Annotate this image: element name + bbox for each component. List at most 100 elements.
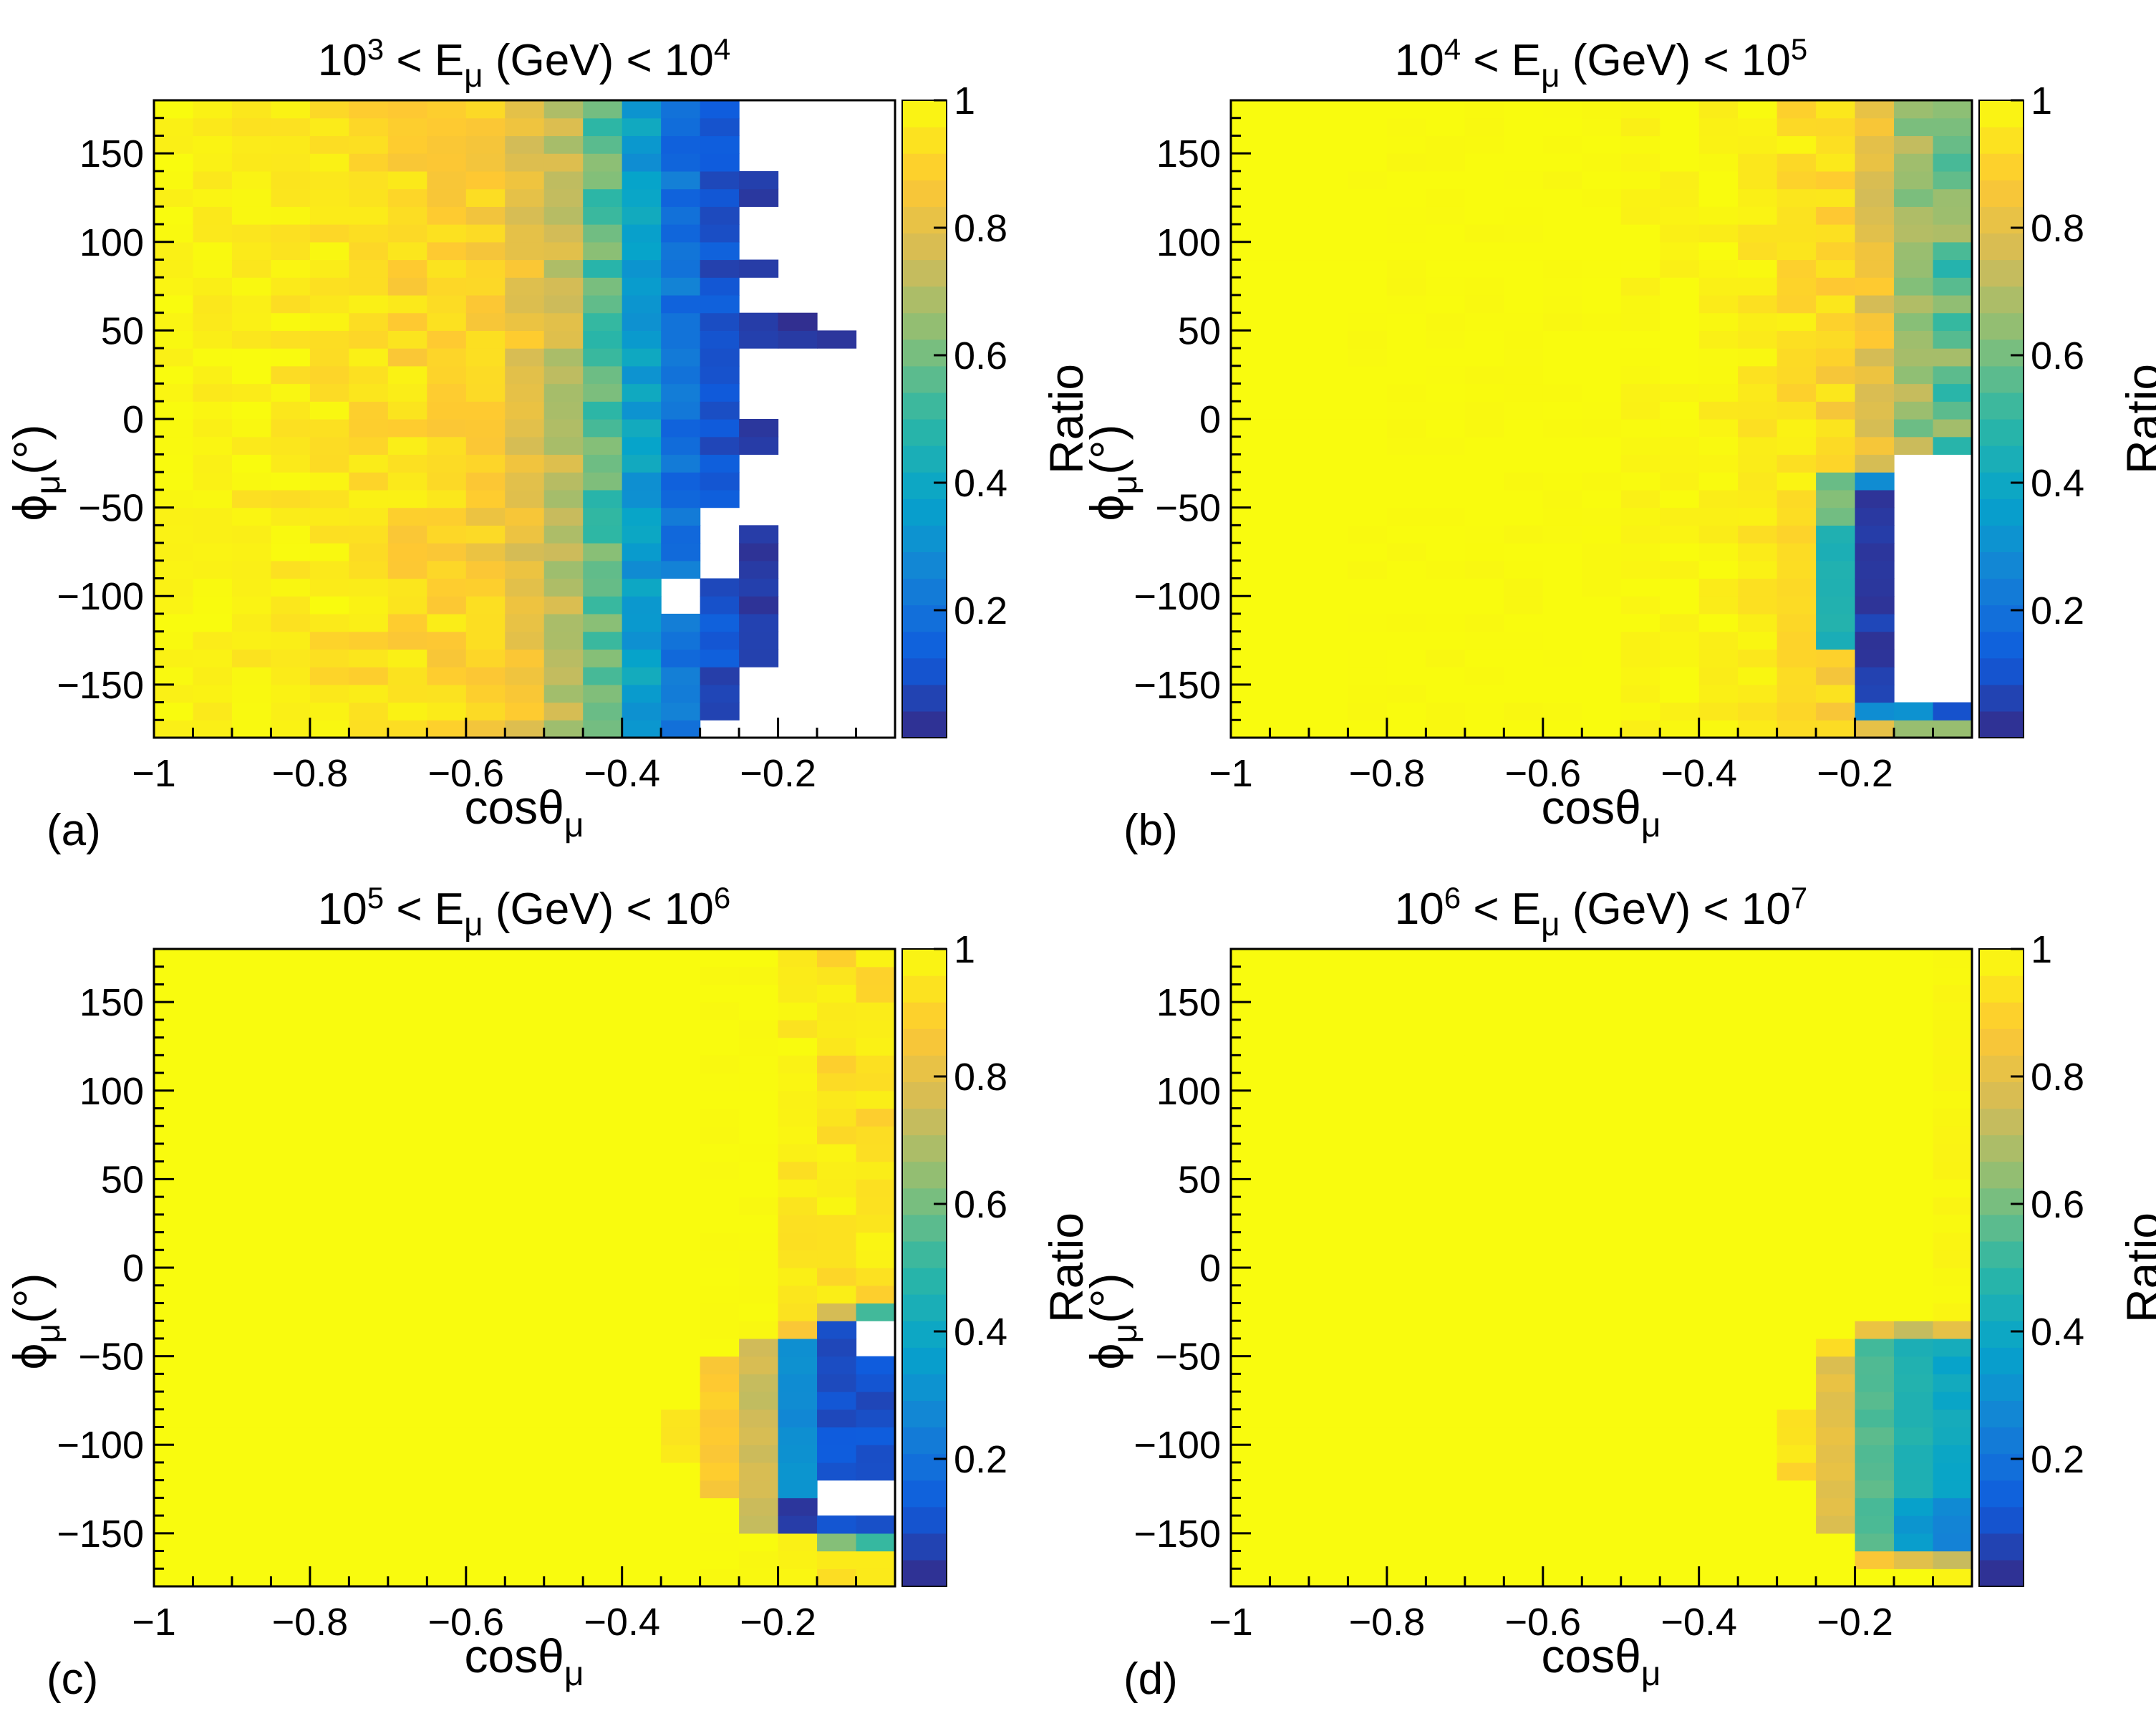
heatmap-cell bbox=[1855, 1232, 1895, 1250]
heatmap-cell bbox=[1620, 401, 1660, 420]
heatmap-cell bbox=[739, 1409, 779, 1428]
heatmap-cell bbox=[1504, 667, 1544, 685]
heatmap-cell bbox=[349, 667, 389, 685]
heatmap-cell bbox=[1386, 1232, 1426, 1250]
heatmap-cell bbox=[1660, 1197, 1700, 1215]
heatmap-cell bbox=[1698, 401, 1739, 420]
heatmap-cell bbox=[543, 419, 584, 438]
heatmap-cell bbox=[1386, 667, 1426, 685]
heatmap-cell bbox=[622, 596, 662, 614]
heatmap-cell bbox=[1816, 277, 1856, 296]
heatmap-cell bbox=[817, 1232, 857, 1250]
heatmap-cell bbox=[309, 1445, 349, 1463]
heatmap-cell bbox=[1426, 720, 1466, 738]
heatmap-cell bbox=[543, 135, 584, 154]
heatmap-cell bbox=[1698, 135, 1739, 154]
heatmap-cell bbox=[1620, 472, 1660, 491]
heatmap-cell bbox=[1308, 560, 1349, 579]
heatmap-cell bbox=[1308, 1126, 1349, 1144]
heatmap-cell bbox=[1816, 117, 1856, 137]
heatmap-cell bbox=[817, 1073, 857, 1091]
heatmap-cell bbox=[309, 1409, 349, 1428]
heatmap-cell bbox=[1620, 1268, 1660, 1286]
heatmap-cell bbox=[1620, 1498, 1660, 1516]
heatmap-cell bbox=[1464, 1498, 1504, 1516]
heatmap-cell bbox=[661, 1250, 701, 1268]
colorbar-tick-label: 0.4 bbox=[954, 1311, 1007, 1354]
heatmap-cell bbox=[1816, 206, 1856, 225]
heatmap-cell bbox=[700, 170, 740, 190]
heatmap-cell bbox=[427, 667, 467, 685]
heatmap-cell bbox=[1348, 312, 1388, 331]
heatmap-cell bbox=[231, 560, 272, 579]
heatmap-cell bbox=[309, 1002, 349, 1021]
heatmap-cell bbox=[778, 1551, 818, 1569]
heatmap-cell bbox=[309, 1073, 349, 1091]
heatmap-cell bbox=[1464, 1055, 1504, 1074]
heatmap-cell bbox=[193, 596, 233, 614]
heatmap-cell bbox=[193, 188, 233, 207]
heatmap-cell bbox=[465, 1073, 506, 1091]
heatmap-cell bbox=[1776, 117, 1817, 137]
heatmap-cell bbox=[1776, 684, 1817, 703]
heatmap-cell bbox=[700, 436, 740, 455]
heatmap-cell bbox=[1660, 1515, 1700, 1534]
heatmap-cell bbox=[1660, 1002, 1700, 1021]
heatmap-cell bbox=[1348, 472, 1388, 491]
heatmap-cell bbox=[622, 1161, 662, 1180]
heatmap-cell bbox=[1855, 1303, 1895, 1321]
heatmap-cell bbox=[387, 170, 427, 190]
heatmap-cell bbox=[778, 1303, 818, 1321]
heatmap-cell bbox=[193, 472, 233, 491]
colorbar-swatch bbox=[1979, 551, 2024, 579]
heatmap-cell bbox=[1231, 613, 1271, 632]
heatmap-cell bbox=[1504, 1498, 1544, 1516]
heatmap-cell bbox=[1542, 1161, 1582, 1180]
heatmap-cell bbox=[505, 631, 545, 650]
heatmap-cell bbox=[622, 419, 662, 438]
heatmap-cell bbox=[1816, 1551, 1856, 1569]
heatmap-cell bbox=[465, 436, 506, 455]
heatmap-cell bbox=[700, 259, 740, 278]
heatmap-cell bbox=[700, 1197, 740, 1215]
heatmap-cell bbox=[1582, 684, 1622, 703]
heatmap-cell bbox=[1660, 1338, 1700, 1357]
heatmap-cell bbox=[1738, 170, 1778, 190]
heatmap-cell bbox=[1308, 702, 1349, 720]
heatmap-cell bbox=[465, 206, 506, 225]
heatmap-cell bbox=[1231, 1551, 1271, 1569]
heatmap-cell bbox=[1894, 1037, 1934, 1056]
heatmap-cell bbox=[661, 525, 701, 544]
heatmap-cell bbox=[1464, 472, 1504, 491]
heatmap-cell bbox=[1542, 507, 1582, 526]
x-axis-label-a: cosθμ bbox=[464, 781, 584, 844]
heatmap-cell bbox=[505, 543, 545, 561]
heatmap-cell bbox=[349, 649, 389, 667]
heatmap-cell bbox=[1231, 1303, 1271, 1321]
heatmap-cell bbox=[1386, 100, 1426, 119]
heatmap-cell bbox=[387, 1445, 427, 1463]
heatmap-cell bbox=[505, 348, 545, 367]
colorbar-swatch bbox=[902, 498, 947, 526]
heatmap-cell bbox=[1660, 312, 1700, 331]
heatmap-cell bbox=[309, 596, 349, 614]
heatmap-cell bbox=[387, 489, 427, 508]
heatmap-cell bbox=[154, 312, 194, 331]
heatmap-cell bbox=[193, 1019, 233, 1038]
heatmap-cell bbox=[583, 596, 623, 614]
heatmap-cell bbox=[387, 188, 427, 207]
heatmap-cell bbox=[1270, 720, 1310, 738]
heatmap-cell bbox=[1776, 1019, 1817, 1038]
heatmap-cell bbox=[231, 383, 272, 402]
heatmap-cell bbox=[1660, 525, 1700, 544]
heatmap-cell bbox=[154, 1568, 194, 1587]
heatmap-cell bbox=[1348, 1568, 1388, 1587]
heatmap-cell bbox=[1738, 1533, 1778, 1552]
heatmap-cell bbox=[543, 649, 584, 667]
heatmap-cell bbox=[231, 312, 272, 331]
heatmap-cell bbox=[387, 100, 427, 119]
heatmap-cell bbox=[1660, 436, 1700, 455]
heatmap-cell bbox=[465, 419, 506, 438]
colorbar-swatch bbox=[902, 684, 947, 712]
heatmap-cell bbox=[193, 436, 233, 455]
